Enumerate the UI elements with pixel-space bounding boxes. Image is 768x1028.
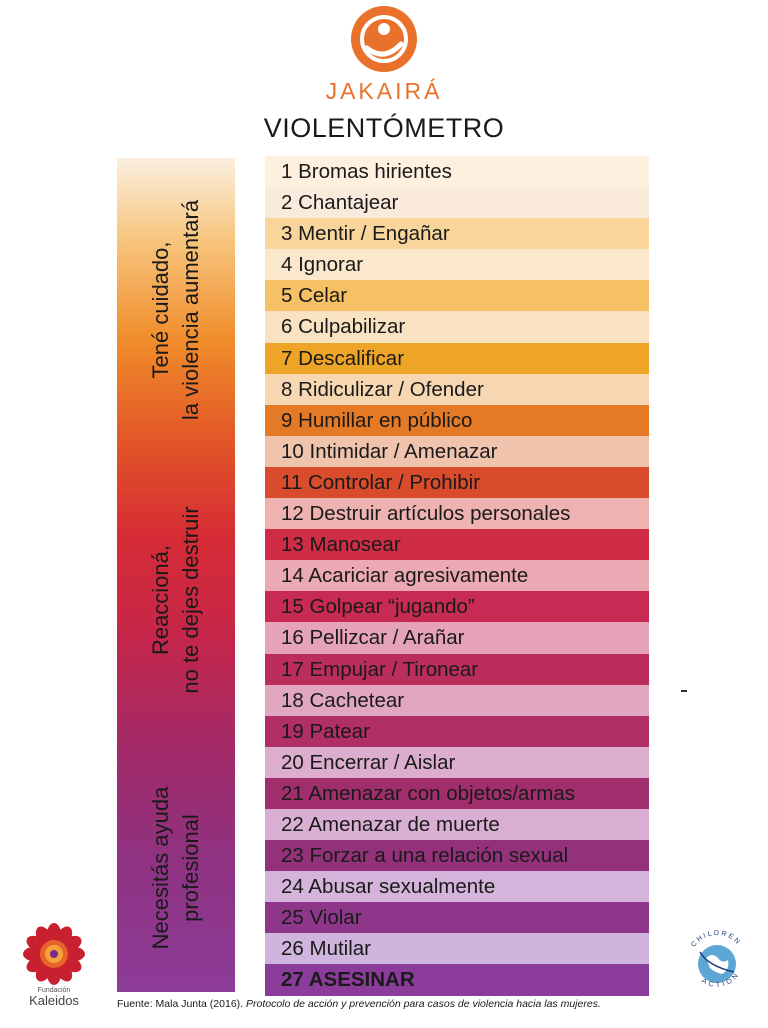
scale-item: 13 Manosear xyxy=(265,529,649,561)
scale-item: 12 Destruir artículos personales xyxy=(265,498,649,530)
scale-item: 9 Humillar en público xyxy=(265,404,649,436)
children-action-logo-icon: CHILDREN ACTION xyxy=(690,930,740,989)
kaleidos-name: Kaleidos xyxy=(29,993,79,1008)
scale-item: 19 Patear xyxy=(265,715,649,747)
kaleidos-prefix: Fundación xyxy=(37,987,71,994)
violence-scale-list: 1 Bromas hirientes 2 Chantajear 3 Mentir /… xyxy=(265,156,649,996)
source-citation: Fuente: Mala Junta (2016). xyxy=(117,998,244,1010)
scale-item: 8 Ridiculizar / Ofender xyxy=(265,373,649,405)
page-title: VIOLENTÓMETRO xyxy=(263,113,505,143)
scale-item: 7 Descalificar xyxy=(265,342,649,374)
scale-item: 26 Mutilar xyxy=(265,933,649,965)
thermometer-label-line: Necesitás ayuda xyxy=(148,786,173,950)
scale-item: 5 Celar xyxy=(265,280,649,312)
violence-gradient-bar xyxy=(117,158,235,992)
scale-item: 16 Pellizcar / Arañar xyxy=(265,622,649,654)
jakaira-logo-icon xyxy=(351,6,417,72)
source-publication: Protocolo de acción y prevención para ca… xyxy=(246,998,601,1010)
scale-item: 20 Encerrar / Aislar xyxy=(265,746,649,778)
stray-mark xyxy=(681,690,687,692)
scale-item: 15 Golpear “jugando” xyxy=(265,591,649,623)
brand-name: JAKAIRÁ xyxy=(325,78,443,104)
scale-item: 1 Bromas hirientes xyxy=(265,156,649,188)
scale-item: 2 Chantajear xyxy=(265,187,649,219)
mandala-icon xyxy=(23,923,85,985)
scale-item: 18 Cachetear xyxy=(265,684,649,716)
scale-item: 6 Culpabilizar xyxy=(265,311,649,343)
thermometer-label-line: la violencia aumentará xyxy=(178,199,203,421)
scale-item: 11 Controlar / Prohibir xyxy=(265,466,649,499)
scale-item: 14 Acariciar agresivamente xyxy=(265,560,649,592)
scale-item: 17 Empujar / Tironear xyxy=(265,653,649,685)
source-footnote: Fuente: Mala Junta (2016). Protocolo de … xyxy=(117,998,601,1010)
scale-item: 3 Mentir / Engañar xyxy=(265,218,649,250)
scale-item: 21 Amenazar con objetos/armas xyxy=(265,777,649,809)
thermometer-label-line: profesional xyxy=(178,814,203,922)
scale-item: 27 ASESINAR xyxy=(265,964,649,996)
thermometer-label-line: Tené cuidado, xyxy=(148,241,173,379)
scale-item: 23 Forzar a una relación sexual xyxy=(265,840,649,872)
scale-item: 22 Amenazar de muerte xyxy=(265,808,649,841)
scale-item: 24 Abusar sexualmente xyxy=(265,871,649,903)
scale-item: 10 Intimidar / Amenazar xyxy=(265,435,649,467)
kaleidos-logo: Fundación Kaleidos xyxy=(18,922,90,1007)
scale-item: 4 Ignorar xyxy=(265,249,649,281)
scale-item: 25 Violar xyxy=(265,902,649,934)
